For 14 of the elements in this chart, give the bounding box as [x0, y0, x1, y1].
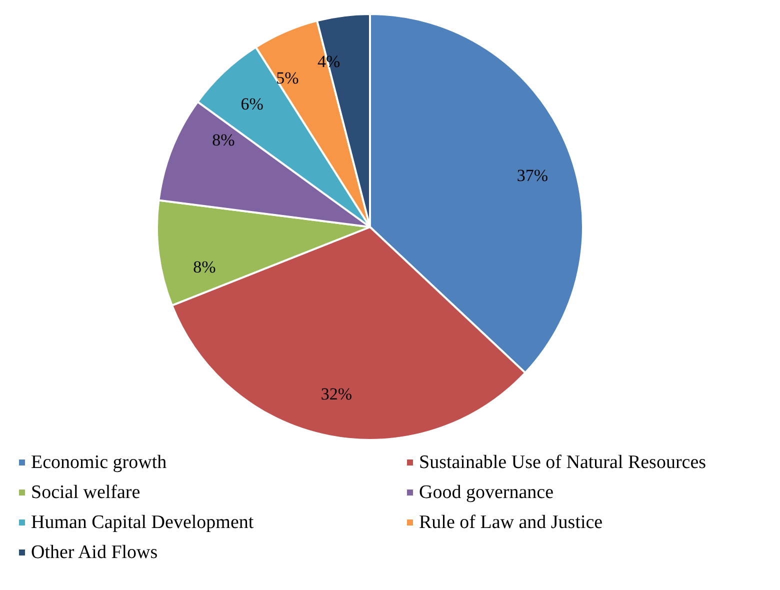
data-label: 6% — [240, 94, 264, 114]
legend-label: Human Capital Development — [31, 512, 254, 533]
legend-label: Sustainable Use of Natural Resources — [419, 452, 706, 473]
data-label: 32% — [320, 384, 352, 404]
data-label: 8% — [193, 258, 216, 277]
data-label: 37% — [516, 166, 548, 186]
legend-label: Good governance — [419, 482, 554, 503]
legend-label: Economic growth — [31, 452, 168, 473]
legend-label: Rule of Law and Justice — [419, 512, 603, 533]
legend-label: Other Aid Flows — [31, 542, 158, 563]
legend-label: Social welfare — [31, 482, 140, 503]
data-label: 8% — [212, 130, 235, 150]
data-label: 5% — [276, 68, 299, 88]
data-label: 4% — [318, 52, 340, 72]
